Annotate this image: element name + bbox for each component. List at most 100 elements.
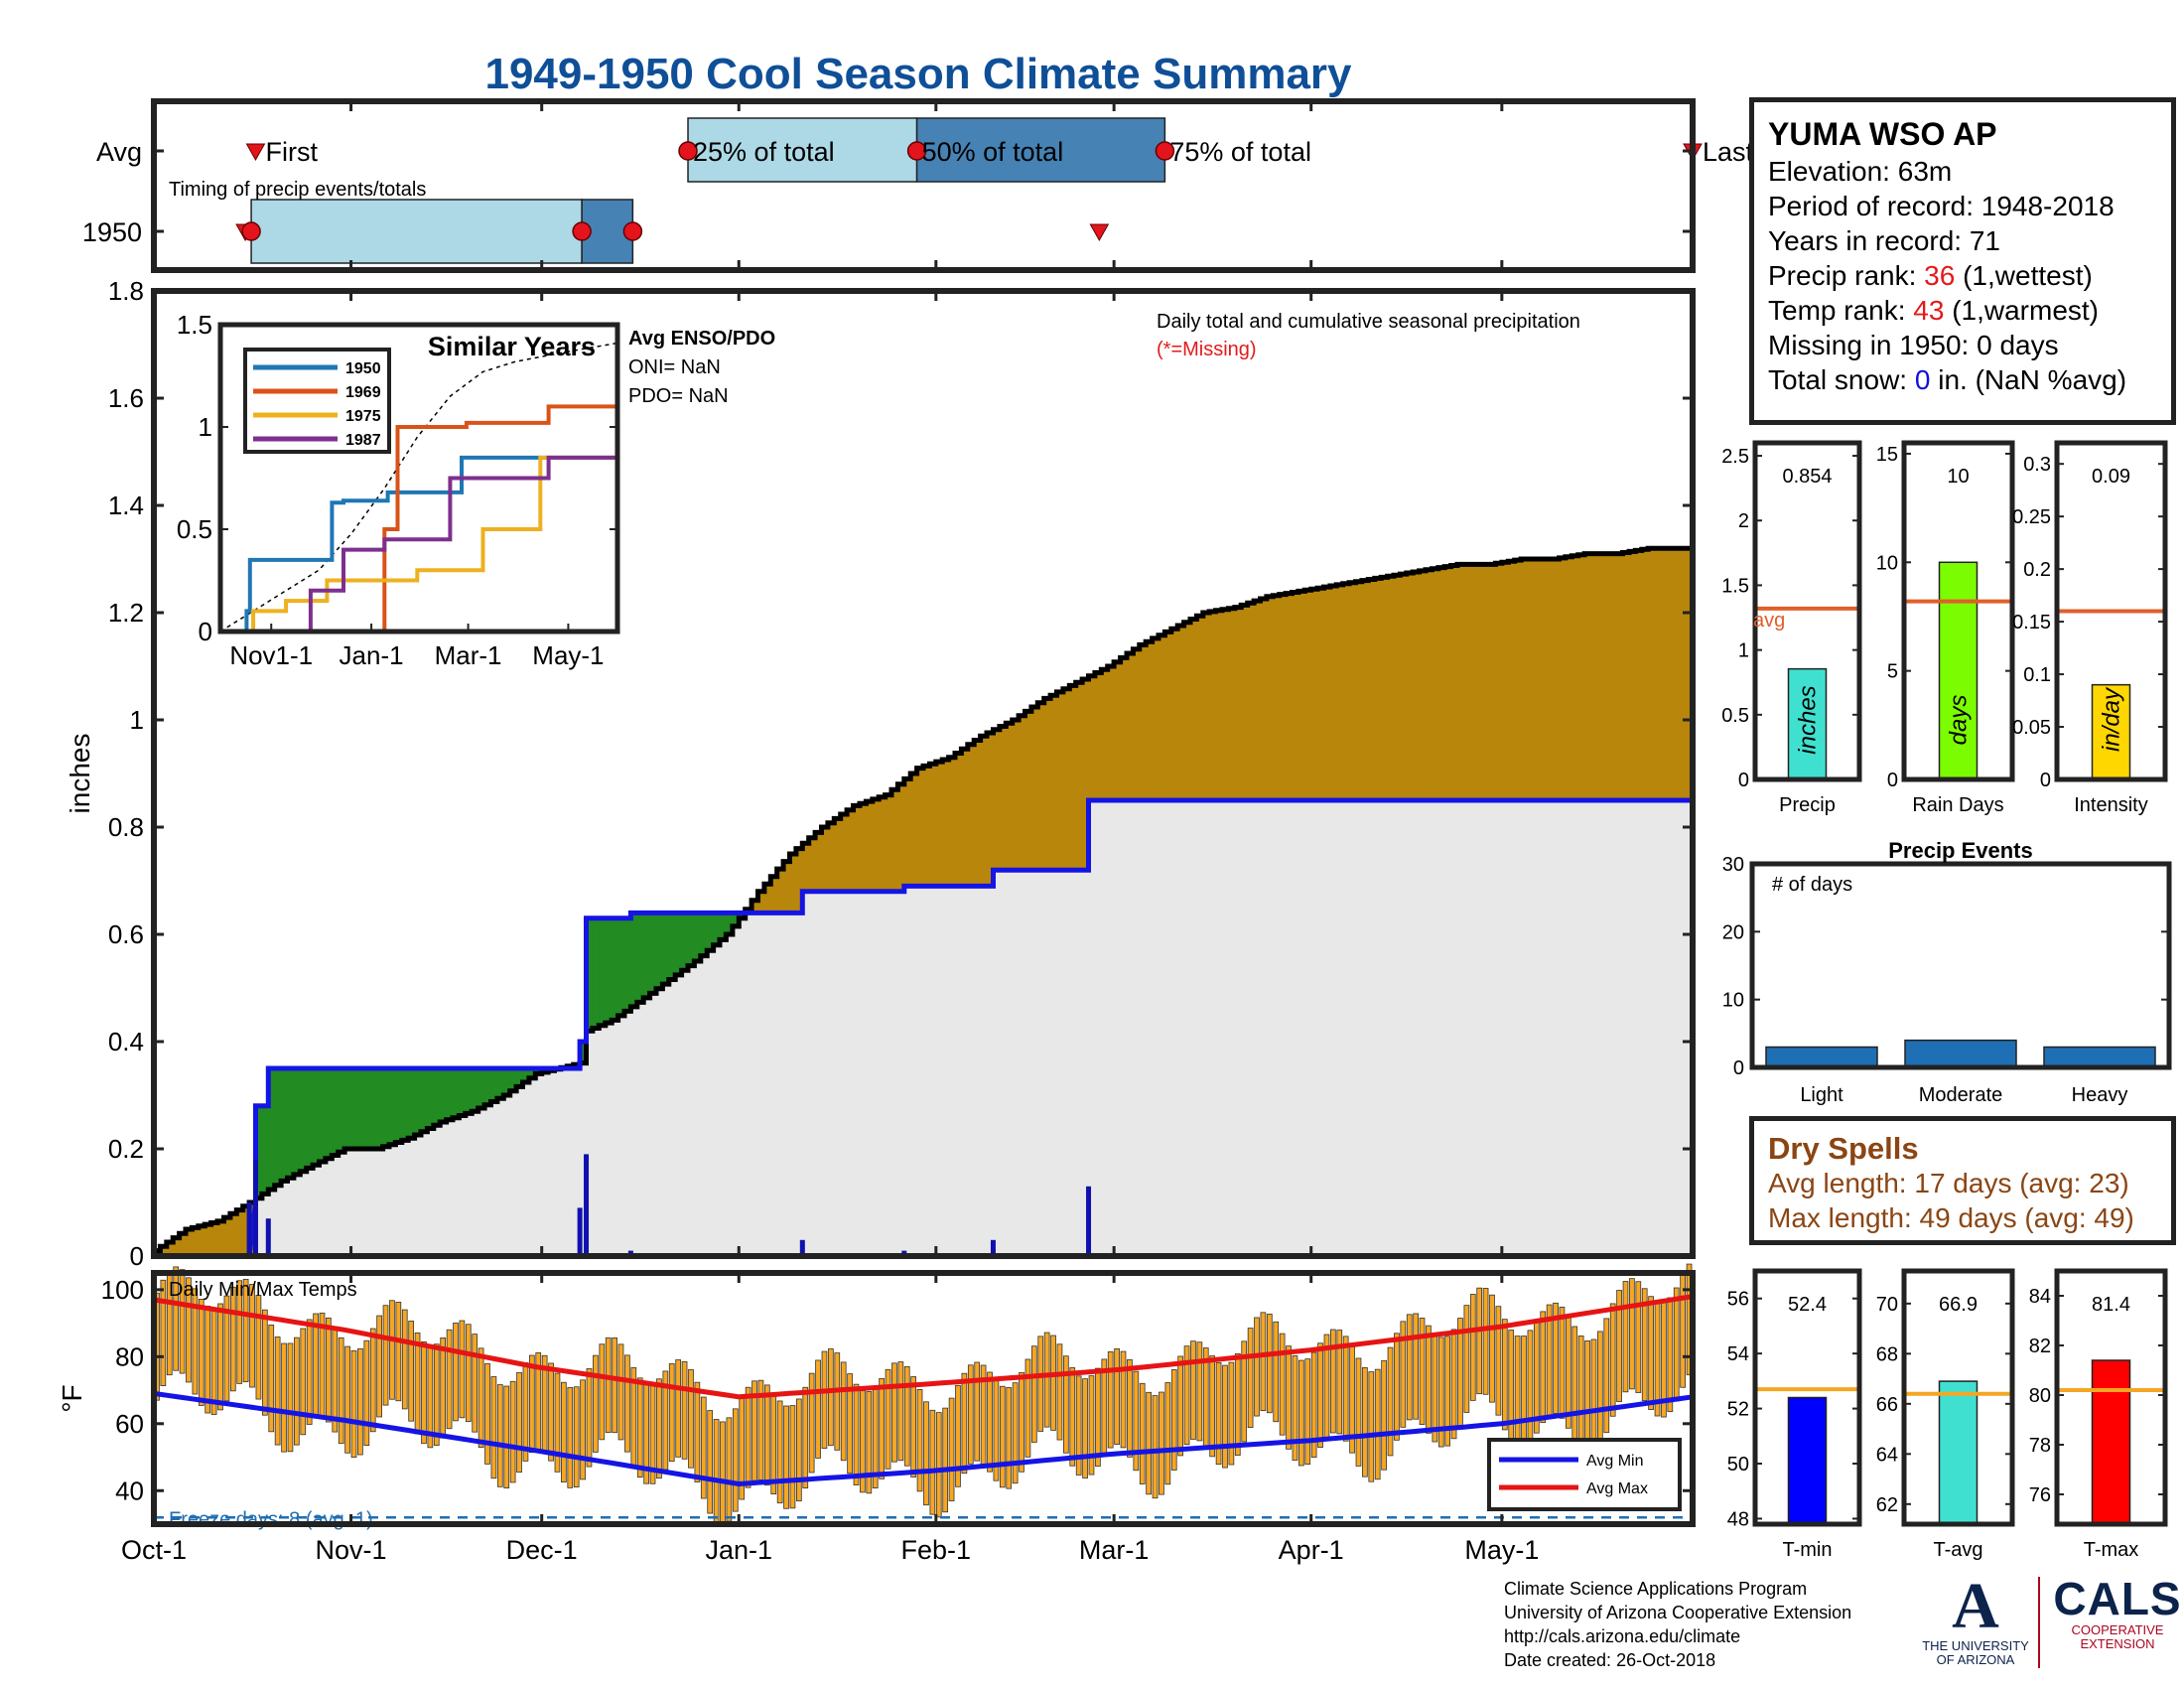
temp-legend	[1487, 1438, 1682, 1511]
daily-temp-bar	[1075, 1375, 1082, 1476]
cumulative-diff-band	[1222, 609, 1230, 800]
cumulative-diff-band	[948, 757, 956, 887]
cumulative-base-band	[802, 891, 810, 1256]
dry-spells-box: Dry Spells Avg length: 17 days (avg: 23)…	[1749, 1116, 2176, 1245]
bar-label-summary_precip: inches	[1795, 685, 1822, 754]
daily-temp-bar	[1450, 1329, 1457, 1440]
daily-temp-bar	[389, 1300, 395, 1400]
inset-y-tick-label: 0.5	[177, 514, 212, 544]
cumulative-diff-band	[1673, 548, 1681, 800]
cumulative-base-band	[1241, 800, 1249, 1256]
precip-avg-label: avg	[1753, 610, 1785, 632]
cumulative-diff-band	[1540, 559, 1548, 800]
inset-y-tick-label: 1	[199, 412, 212, 442]
cumulative-diff-band	[1075, 682, 1083, 871]
cumulative-base-band	[1139, 800, 1147, 1256]
daily-precip-bar	[252, 1159, 258, 1256]
cumulative-diff-band	[313, 1068, 321, 1166]
daily-temp-bar	[1024, 1358, 1031, 1458]
ua-line-1: THE UNIVERSITY	[1922, 1638, 2029, 1653]
cumulative-base-band	[929, 886, 937, 1256]
summary-frame-summary_intensity	[2054, 440, 2168, 782]
cumulative-base-band	[1400, 800, 1408, 1256]
summary-y-tick-label: 0.3	[2023, 454, 2051, 476]
cumulative-diff-band	[955, 753, 963, 887]
daily-temp-bar	[554, 1372, 561, 1473]
cumulative-base-band	[827, 891, 835, 1256]
daily-temp-bar	[668, 1363, 675, 1463]
avg-max-line	[153, 1294, 1694, 1400]
precip-events-frame	[1749, 861, 2172, 1070]
similar-year-line-1950	[220, 455, 617, 633]
y1950-last-marker	[1089, 223, 1110, 242]
daily-temp-bar	[369, 1328, 376, 1433]
events-y-tick-label: 0	[1733, 1057, 1744, 1079]
daily-temp-bar	[694, 1381, 701, 1482]
cumulative-base-band	[1489, 800, 1497, 1256]
x-tick-label: Mar-1	[1079, 1535, 1150, 1565]
cumulative-diff-band	[1304, 590, 1312, 800]
daily-temp-bar	[408, 1321, 415, 1422]
daily-temp-bar	[636, 1377, 643, 1478]
cumulative-diff-band	[1571, 555, 1579, 800]
daily-temp-bar	[1501, 1319, 1508, 1431]
cumulative-diff-band	[827, 822, 835, 892]
cumulative-base-band	[484, 1104, 492, 1256]
daily-temp-bar	[1603, 1318, 1610, 1434]
daily-temp-bar	[834, 1352, 841, 1451]
daily-temp-bar	[509, 1380, 516, 1483]
summary-y-tick-label: 78	[2029, 1435, 2051, 1457]
cumulative-diff-band	[967, 744, 975, 887]
cumulative-chart-title: Daily total and cumulative seasonal prec…	[1157, 311, 1580, 333]
cumulative-diff-band	[356, 1068, 364, 1149]
cumulative-base-band	[853, 891, 861, 1256]
daily-temp-bar	[910, 1376, 916, 1477]
cumulative-diff-band	[885, 794, 892, 892]
daily-temp-bar	[974, 1361, 981, 1462]
cumulative-diff-band	[287, 1068, 295, 1179]
daily-temp-bar	[192, 1288, 199, 1395]
cumulative-base-band	[1336, 800, 1344, 1256]
daily-temp-bar	[847, 1373, 853, 1475]
daily-temp-bar	[376, 1315, 382, 1418]
cumulative-diff-band	[1062, 688, 1070, 871]
cumulative-diff-band	[1336, 584, 1344, 800]
row-label-1950: 1950	[82, 217, 142, 247]
cumulative-diff-band	[1635, 550, 1643, 800]
daily-temp-bar	[929, 1409, 936, 1515]
cumulative-diff-band	[516, 1068, 524, 1087]
y1950-p25-marker	[241, 221, 261, 241]
cumulative-diff-band	[453, 1068, 461, 1118]
daily-temp-bar	[490, 1376, 497, 1479]
cumulative-base-band	[573, 1068, 581, 1256]
summary-y-tick-label: 10	[1876, 552, 1898, 574]
cumulative-diff-band	[1317, 588, 1325, 800]
daily-temp-bar	[1495, 1306, 1502, 1416]
cumulative-base-band	[1533, 800, 1541, 1256]
y1950-p50-marker	[572, 221, 592, 241]
event-bar-heavy	[2043, 1046, 2156, 1068]
cumulative-base-band	[319, 1161, 327, 1256]
cumulative-diff-band	[1329, 586, 1337, 800]
cumulative-base-band	[688, 965, 696, 1256]
cumulative-diff-band	[1361, 580, 1369, 800]
daily-temp-bar	[1260, 1312, 1267, 1412]
temp-y-tick-label: 40	[115, 1476, 144, 1505]
cumulative-base-band	[980, 886, 988, 1256]
cumulative-base-band	[382, 1146, 390, 1256]
daily-temp-bar	[395, 1302, 402, 1402]
cumulative-diff-band	[1444, 566, 1452, 800]
cumulative-diff-band	[440, 1068, 448, 1122]
daily-temp-bar	[1019, 1372, 1024, 1473]
cumulative-base-band	[592, 1028, 600, 1256]
snow-label: Total snow:	[1768, 364, 1915, 395]
event-category-moderate: Moderate	[1919, 1084, 2003, 1106]
cumulative-base-band	[675, 974, 683, 1256]
daily-temp-bar	[1521, 1336, 1527, 1450]
cumulative-diff-band	[636, 913, 644, 1003]
cumulative-base-band	[535, 1073, 543, 1256]
cumulative-diff-band	[1482, 564, 1490, 800]
cumulative-diff-band	[1101, 669, 1109, 800]
cumulative-diff-band	[338, 1068, 345, 1153]
daily-temp-bar	[1120, 1350, 1127, 1449]
